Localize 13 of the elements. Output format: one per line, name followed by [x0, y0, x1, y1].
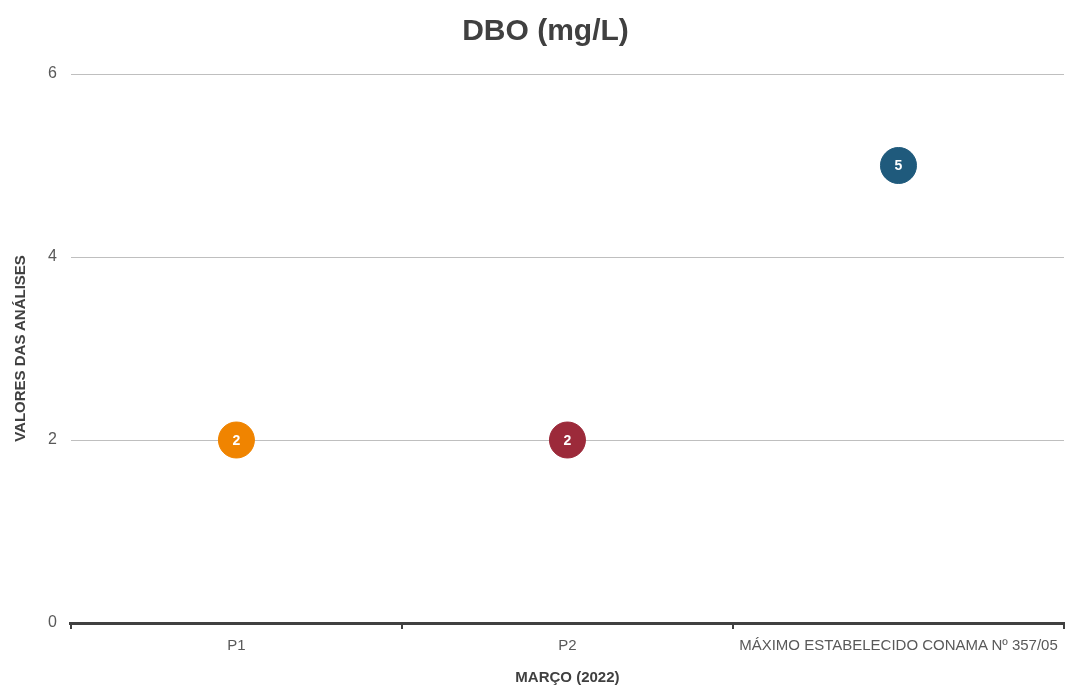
- data-label: 2: [563, 431, 572, 448]
- y-tick-label: 0: [47, 613, 57, 631]
- chart-title: DBO (mg/L): [462, 13, 629, 47]
- x-tick-label: MÁXIMO ESTABELECIDO CONAMA Nº 357/05: [739, 636, 1058, 654]
- x-tick-label: P1: [227, 636, 246, 654]
- y-tick-label: 6: [47, 64, 57, 82]
- data-label: 5: [894, 157, 903, 174]
- y-axis-title: VALORES DAS ANÁLISES: [11, 255, 29, 442]
- y-tick-label: 4: [47, 247, 57, 265]
- x-tick-label: P2: [558, 636, 577, 654]
- x-axis-title: MARÇO (2022): [515, 668, 620, 686]
- y-tick-label: 2: [47, 430, 57, 448]
- data-label: 2: [232, 431, 241, 448]
